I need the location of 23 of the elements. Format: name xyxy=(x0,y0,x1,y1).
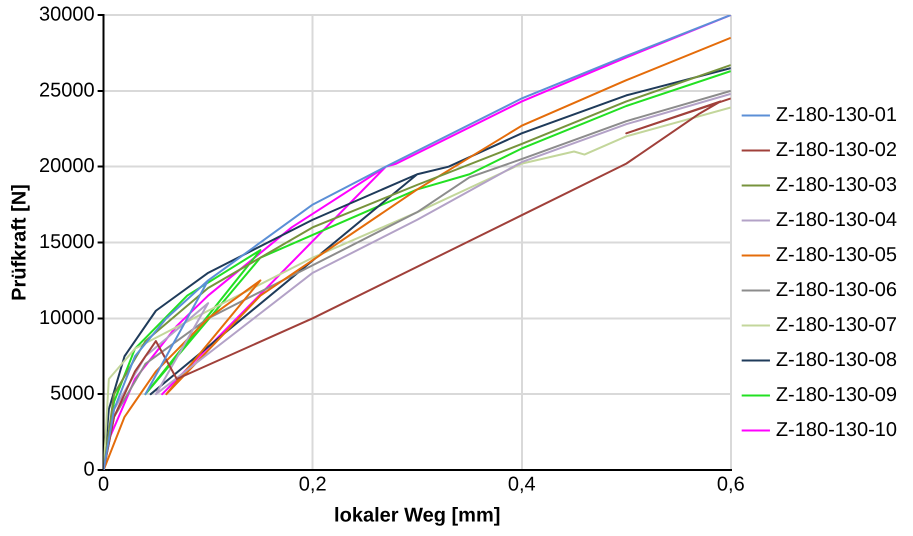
legend-label: Z-180-130-04 xyxy=(776,209,898,232)
legend-label: Z-180-130-01 xyxy=(776,104,898,126)
y-tick-label: 30000 xyxy=(38,4,95,26)
y-tick-label: 5000 xyxy=(50,382,95,405)
x-tick-label: 0 xyxy=(98,474,110,496)
y-tick-label: 0 xyxy=(83,458,95,481)
x-tick-label: 0,6 xyxy=(716,474,745,496)
legend-label: Z-180-130-02 xyxy=(776,139,898,162)
legend-label: Z-180-130-05 xyxy=(776,244,898,266)
y-axis-title: Prüfkraft [N] xyxy=(8,184,31,301)
y-tick-label: 15000 xyxy=(38,231,95,254)
y-tick-label: 10000 xyxy=(38,306,95,329)
y-tick-label: 20000 xyxy=(38,155,95,178)
y-tick-label: 25000 xyxy=(38,79,95,102)
x-axis-title: lokaler Weg [mm] xyxy=(334,504,500,527)
legend-label: Z-180-130-09 xyxy=(776,384,898,406)
x-tick-label: 0,2 xyxy=(298,474,327,496)
legend-label: Z-180-130-07 xyxy=(776,314,898,336)
legend-label: Z-180-130-06 xyxy=(776,279,898,302)
x-tick-label: 0,4 xyxy=(508,474,536,496)
legend-label: Z-180-130-03 xyxy=(776,174,898,196)
legend-label: Z-180-130-10 xyxy=(776,419,898,442)
legend-label: Z-180-130-08 xyxy=(776,349,898,372)
